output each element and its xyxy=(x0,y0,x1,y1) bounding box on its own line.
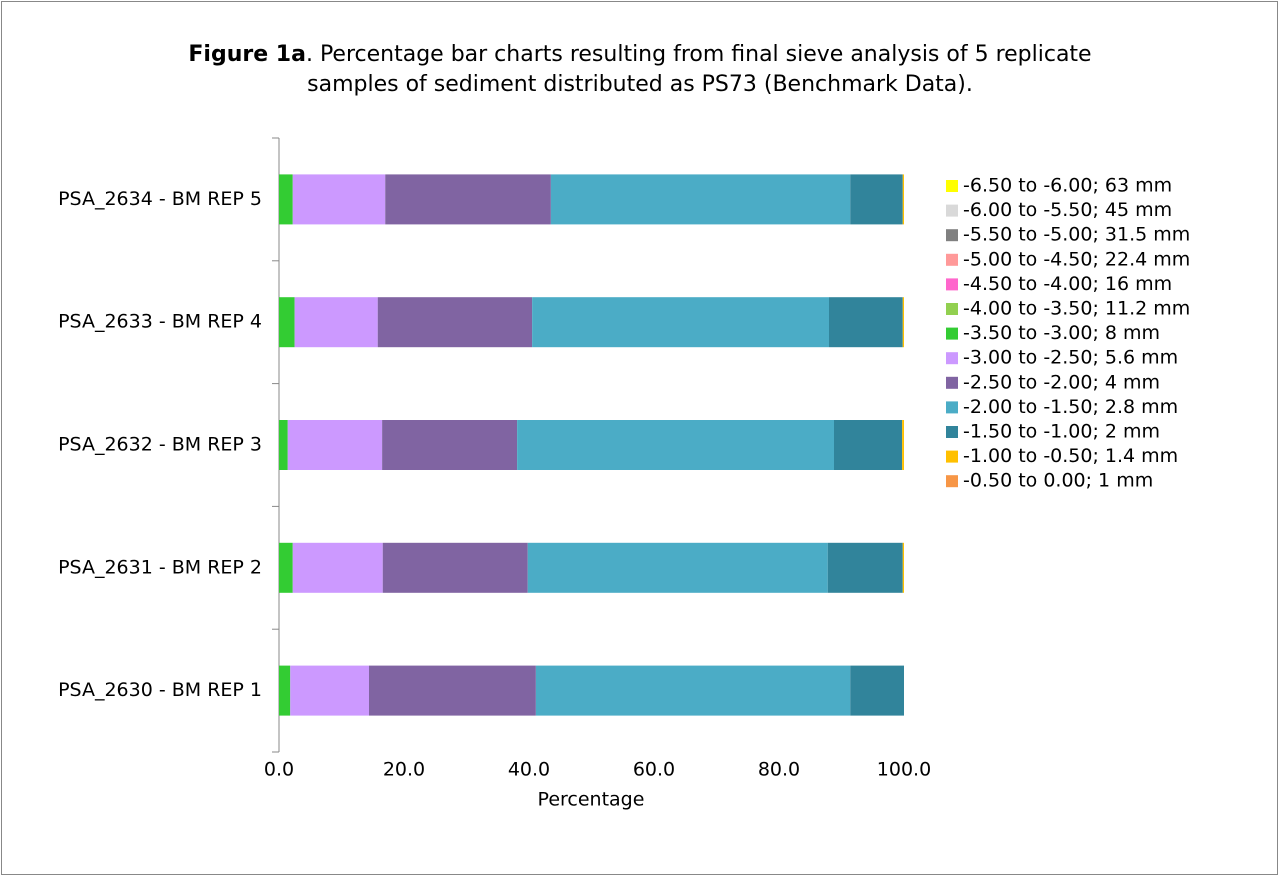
bar-segment xyxy=(535,665,851,716)
x-tick-label: 60.0 xyxy=(633,759,675,781)
legend-label: -0.50 to 0.00; 1 mm xyxy=(963,470,1153,492)
legend-label: -3.00 to -2.50; 5.6 mm xyxy=(963,347,1178,369)
x-tick-label: 0.0 xyxy=(264,759,294,781)
y-tick-label: PSA_2632 - BM REP 3 xyxy=(58,434,262,456)
bar-segment xyxy=(279,665,291,716)
x-axis-label: Percentage xyxy=(538,789,645,811)
x-tick-label: 40.0 xyxy=(508,759,550,781)
legend-swatch xyxy=(946,475,958,488)
bar-segment xyxy=(827,542,903,593)
legend-swatch xyxy=(946,352,958,365)
bar-segment xyxy=(902,420,904,470)
bar-segment xyxy=(527,542,828,593)
y-tick-label: PSA_2631 - BM REP 2 xyxy=(58,556,262,578)
legend-label: -6.00 to -5.50; 45 mm xyxy=(963,199,1172,221)
bar-segment xyxy=(902,542,904,593)
legend-swatch xyxy=(946,303,958,315)
legend-swatch xyxy=(946,376,958,389)
y-tick-label: PSA_2630 - BM REP 1 xyxy=(58,679,262,701)
bar-segment xyxy=(292,174,386,225)
y-tick-label: PSA_2634 - BM REP 5 xyxy=(58,188,262,210)
legend-label: -1.50 to -1.00; 2 mm xyxy=(963,421,1160,443)
x-tick-label: 80.0 xyxy=(758,759,800,781)
bar-segment xyxy=(292,542,383,593)
chart-title: Figure 1a. Percentage bar charts resulti… xyxy=(160,40,1120,100)
bar-segment xyxy=(834,420,903,470)
bar-segment xyxy=(287,420,383,470)
bar-segment xyxy=(902,297,904,348)
bar-segment xyxy=(279,420,288,470)
legend-label: -5.00 to -4.50; 22.4 mm xyxy=(963,248,1190,270)
bar-segment xyxy=(294,297,378,348)
title-text: . Percentage bar charts resulting from f… xyxy=(305,42,1092,97)
bar-segment xyxy=(550,174,851,225)
bar-segment xyxy=(369,665,536,716)
bar-segment xyxy=(385,174,551,225)
legend-swatch xyxy=(946,278,958,291)
bar-segment xyxy=(517,420,834,470)
bar-segment xyxy=(850,665,904,716)
legend-swatch xyxy=(946,180,958,192)
y-tick-label: PSA_2633 - BM REP 4 xyxy=(58,311,262,333)
title-bold: Figure 1a xyxy=(188,42,306,67)
legend-label: -4.50 to -4.00; 16 mm xyxy=(963,273,1172,295)
legend-swatch xyxy=(946,450,958,463)
legend-swatch xyxy=(946,401,958,414)
bar-segment xyxy=(382,542,528,593)
legend-label: -1.00 to -0.50; 1.4 mm xyxy=(963,445,1178,467)
legend-label: -4.00 to -3.50; 11.2 mm xyxy=(963,298,1190,320)
legend-label: -2.00 to -1.50; 2.8 mm xyxy=(963,396,1178,418)
bar-segment xyxy=(850,174,903,225)
bar-segment xyxy=(290,665,369,716)
bar-segment xyxy=(279,174,293,225)
bar-segment xyxy=(902,174,904,225)
x-tick-label: 100.0 xyxy=(877,759,931,781)
bar-segment xyxy=(382,420,518,470)
legend-label: -5.50 to -5.00; 31.5 mm xyxy=(963,224,1190,246)
bar-segment xyxy=(532,297,829,348)
legend-label: -6.50 to -6.00; 63 mm xyxy=(963,175,1172,197)
bar-segment xyxy=(377,297,533,348)
legend-swatch xyxy=(946,426,958,438)
legend-label: -2.50 to -2.00; 4 mm xyxy=(963,371,1160,393)
bar-segment xyxy=(279,297,295,348)
legend-swatch xyxy=(946,253,958,266)
x-tick-label: 20.0 xyxy=(383,759,425,781)
legend-swatch xyxy=(946,229,958,242)
bar-segment xyxy=(829,297,903,348)
legend-swatch xyxy=(946,204,958,217)
legend-swatch xyxy=(946,327,958,340)
bar-segment xyxy=(279,542,293,593)
legend-label: -3.50 to -3.00; 8 mm xyxy=(963,322,1160,344)
